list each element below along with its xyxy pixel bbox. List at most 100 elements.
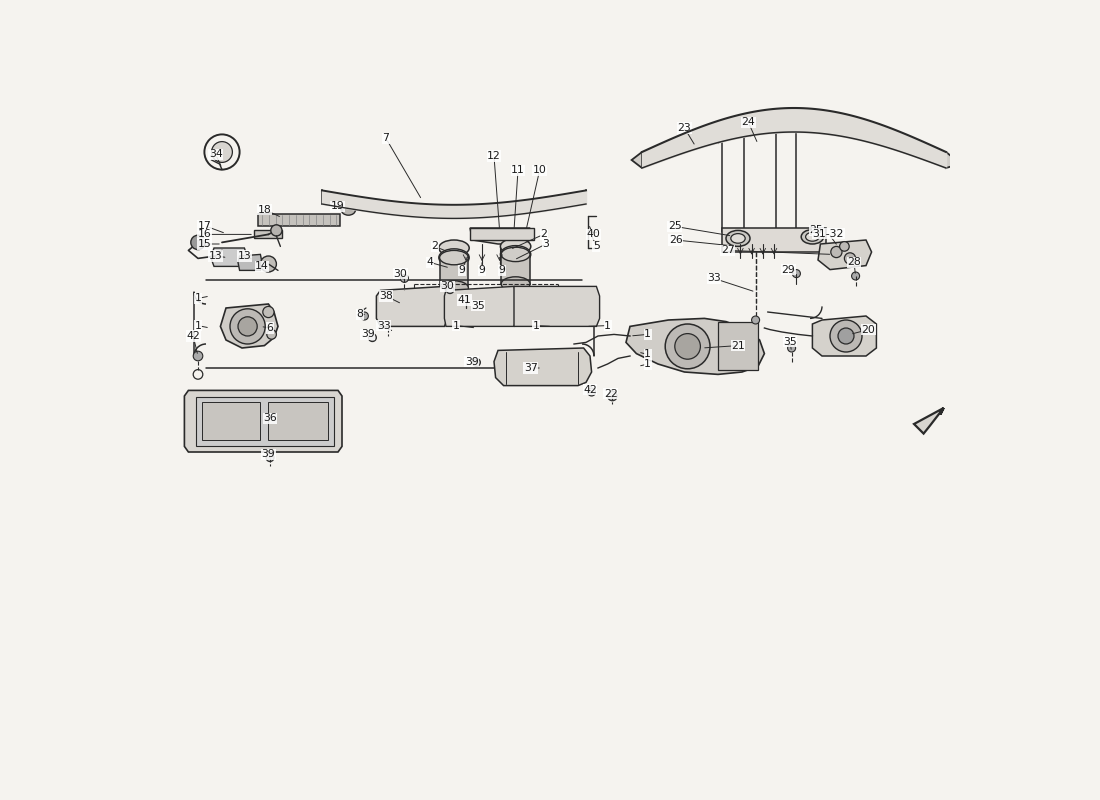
Text: 22: 22 — [604, 389, 618, 398]
Circle shape — [238, 317, 257, 336]
Polygon shape — [813, 316, 877, 356]
Text: 1: 1 — [195, 321, 201, 330]
Ellipse shape — [726, 230, 750, 246]
Circle shape — [792, 270, 801, 278]
Text: 18: 18 — [257, 205, 272, 214]
Circle shape — [464, 298, 472, 306]
Polygon shape — [268, 402, 329, 440]
Text: 1: 1 — [453, 321, 460, 330]
Text: 16: 16 — [198, 230, 211, 239]
Circle shape — [263, 306, 274, 318]
Polygon shape — [238, 254, 262, 270]
Ellipse shape — [502, 247, 530, 262]
Circle shape — [267, 330, 276, 339]
Text: 24: 24 — [741, 118, 756, 127]
Ellipse shape — [801, 230, 824, 244]
Text: 33: 33 — [707, 274, 721, 283]
Text: 1: 1 — [645, 359, 651, 369]
Polygon shape — [470, 228, 534, 240]
Text: 7: 7 — [383, 134, 389, 143]
Circle shape — [271, 225, 282, 236]
Circle shape — [446, 286, 454, 294]
Text: 35: 35 — [471, 301, 485, 310]
Text: 3: 3 — [542, 239, 549, 249]
Text: 39: 39 — [361, 330, 374, 339]
Text: 34: 34 — [209, 150, 222, 159]
Text: 8: 8 — [356, 310, 363, 319]
Circle shape — [230, 309, 265, 344]
Text: 1: 1 — [645, 350, 651, 359]
Polygon shape — [718, 322, 758, 370]
Circle shape — [211, 142, 232, 162]
Polygon shape — [185, 390, 342, 452]
Polygon shape — [197, 397, 334, 446]
Text: 9: 9 — [459, 266, 465, 275]
Ellipse shape — [730, 234, 745, 243]
Polygon shape — [818, 240, 871, 270]
Polygon shape — [376, 286, 448, 326]
Ellipse shape — [805, 232, 820, 241]
Polygon shape — [631, 152, 642, 168]
Text: 35: 35 — [783, 337, 796, 346]
Circle shape — [368, 334, 376, 342]
Circle shape — [674, 334, 701, 359]
Text: 42: 42 — [186, 331, 200, 341]
Text: 25: 25 — [668, 222, 682, 231]
Text: 5: 5 — [593, 242, 600, 251]
Polygon shape — [220, 304, 278, 348]
Text: 6: 6 — [266, 323, 274, 333]
Polygon shape — [946, 152, 954, 168]
Text: 1: 1 — [195, 294, 201, 303]
Text: 39: 39 — [262, 450, 275, 459]
Ellipse shape — [440, 281, 469, 295]
Circle shape — [830, 246, 842, 258]
Circle shape — [751, 316, 760, 324]
Polygon shape — [211, 248, 248, 266]
Ellipse shape — [500, 238, 531, 254]
Text: 12: 12 — [487, 151, 500, 161]
Text: 37: 37 — [524, 363, 538, 373]
Polygon shape — [258, 214, 340, 226]
Text: 28: 28 — [847, 258, 861, 267]
Ellipse shape — [439, 249, 470, 266]
Polygon shape — [444, 286, 516, 326]
Ellipse shape — [439, 240, 470, 256]
Circle shape — [400, 274, 408, 282]
Ellipse shape — [440, 250, 469, 265]
Circle shape — [587, 388, 595, 396]
Circle shape — [190, 235, 206, 250]
Circle shape — [851, 272, 859, 280]
Text: 26: 26 — [669, 235, 682, 245]
Polygon shape — [470, 228, 530, 244]
Text: 1: 1 — [645, 330, 651, 339]
Text: 2: 2 — [540, 230, 547, 239]
Text: 19: 19 — [330, 202, 344, 211]
Text: 1: 1 — [604, 321, 611, 330]
Text: 27: 27 — [720, 246, 735, 255]
Text: 38: 38 — [379, 291, 393, 301]
Circle shape — [607, 391, 617, 401]
Ellipse shape — [500, 246, 531, 263]
Text: 42: 42 — [583, 385, 597, 394]
Text: 13: 13 — [209, 251, 222, 261]
Circle shape — [666, 324, 710, 369]
Circle shape — [838, 328, 854, 344]
Polygon shape — [626, 318, 764, 374]
Text: 30: 30 — [441, 282, 454, 291]
Circle shape — [845, 253, 856, 264]
Polygon shape — [502, 254, 530, 284]
Text: 9: 9 — [498, 266, 505, 275]
Polygon shape — [440, 258, 469, 288]
Polygon shape — [514, 286, 600, 326]
Circle shape — [839, 242, 849, 251]
Polygon shape — [494, 348, 592, 386]
Text: 17: 17 — [198, 221, 211, 230]
Circle shape — [266, 454, 274, 462]
Text: 29: 29 — [781, 265, 795, 274]
Circle shape — [361, 312, 368, 320]
Polygon shape — [254, 230, 282, 238]
Circle shape — [788, 344, 795, 352]
Text: 1: 1 — [534, 321, 540, 330]
Text: 11: 11 — [512, 166, 525, 175]
Polygon shape — [722, 228, 826, 252]
